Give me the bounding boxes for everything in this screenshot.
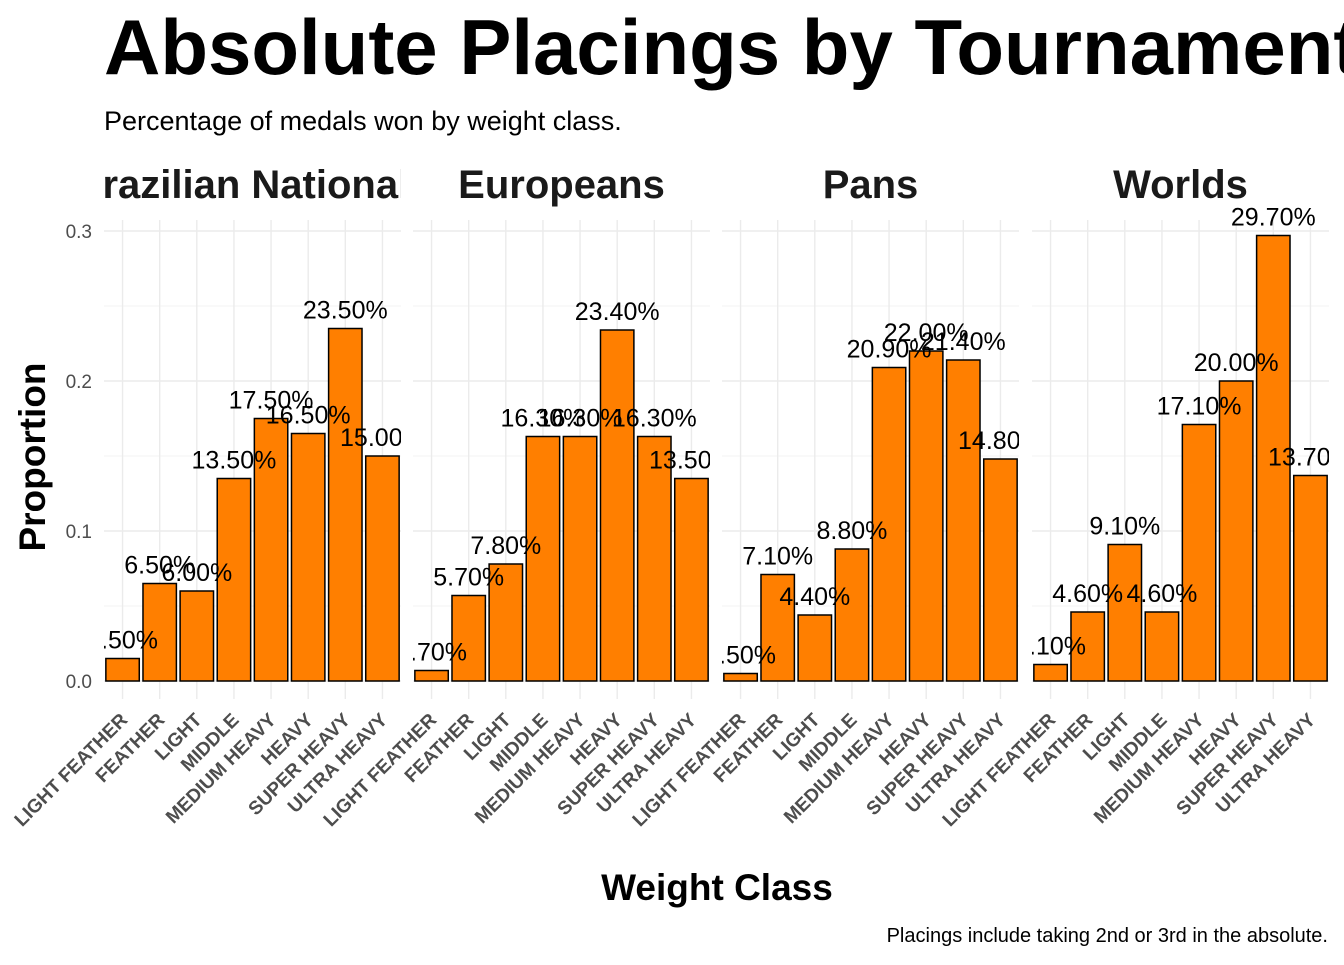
bar-value-label: 9.10% [1089, 513, 1160, 541]
bar-value-label: 23.50% [303, 297, 388, 325]
bar-labels: 0.50% 7.10% 4.40% 8.80% 20.90%22.00%21.40% 14… [705, 319, 1043, 670]
bar-labels: 0.70%5.70%7.80%16.30%16.30%23.40%16.30%1… [396, 298, 734, 667]
bar-value-label: 1.10% [1015, 633, 1086, 661]
bar-value-label: 14.80% [958, 427, 1043, 455]
bar [290, 432, 326, 682]
bar-value-label: 16.50% [266, 402, 351, 430]
bar-value-label: 13.50% [649, 447, 734, 475]
bar [797, 614, 833, 682]
bar [599, 329, 635, 682]
bar [1144, 611, 1180, 682]
bar [1292, 474, 1328, 682]
bar-value-label: 13.50% [192, 447, 277, 475]
bar-value-label: 6.50% [124, 552, 195, 580]
bars [105, 327, 400, 682]
bar-value-label: 0.50% [705, 642, 776, 670]
bar [1218, 380, 1254, 682]
bar [525, 435, 561, 682]
bar [216, 477, 252, 682]
facet-strip-label: Brazilian Nationals [74, 163, 432, 207]
bars [723, 350, 1018, 682]
bar [562, 435, 598, 682]
bar [179, 590, 215, 682]
bar-value-label: 29.70% [1231, 204, 1316, 232]
bar [414, 669, 450, 682]
bars [414, 329, 709, 682]
bar-labels: 1.10% 4.60% 9.10% 4.60% 17.10% 20.00% 29.70% 13… [1015, 204, 1344, 661]
bar-value-label: 15.00% [340, 424, 425, 452]
bar [451, 594, 487, 682]
bar-value-label: 5.70% [433, 564, 504, 592]
bar-value-label: 7.10% [742, 543, 813, 571]
bar-value-label: 6.00% [161, 559, 232, 587]
facet-strip-label: Europeans [458, 163, 665, 207]
bar-value-label: 16.30% [501, 405, 586, 433]
chart-caption: Placings include taking 2nd or 3rd in th… [887, 925, 1328, 947]
bar-value-label: 4.60% [1126, 580, 1197, 608]
bar [908, 350, 944, 682]
bar-value-label: 16.30% [612, 405, 697, 433]
bar [636, 435, 672, 682]
bar [1070, 611, 1106, 682]
bar-value-label: 23.40% [575, 298, 660, 326]
bar-value-label: 0.70% [396, 639, 467, 667]
chart-subtitle: Percentage of medals won by weight class… [104, 106, 622, 136]
bar [253, 417, 289, 682]
bar-value-label: 20.00% [1194, 349, 1279, 377]
facet-strip-label: Pans [823, 163, 919, 207]
bar [1255, 234, 1291, 682]
y-tick-label: 0.1 [66, 522, 92, 543]
bar [673, 477, 709, 682]
bar [982, 458, 1018, 682]
bar [364, 455, 400, 682]
bar [723, 672, 759, 682]
bar [871, 366, 907, 682]
bar [945, 359, 981, 682]
bar-value-label: 20.90% [847, 336, 932, 364]
bar [834, 548, 870, 682]
bar [1181, 423, 1217, 682]
bar-value-label: 22.00% [884, 319, 969, 347]
y-tick-label: 0.3 [66, 222, 92, 243]
bar-value-label: 1.50% [87, 627, 158, 655]
bars [1033, 234, 1328, 682]
facet-panel: Brazilian Nationals 1.50% 6.50%6.00% 13.50%… [11, 163, 432, 831]
facet-panels: Brazilian Nationals 1.50% 6.50%6.00% 13.50%… [11, 163, 1344, 831]
bar [105, 657, 141, 682]
bar-value-label: 4.60% [1052, 580, 1123, 608]
y-tick-label: 0.0 [66, 672, 92, 693]
bar [1107, 543, 1143, 682]
y-tick-label: 0.2 [66, 372, 92, 393]
y-axis-title: Proportion [12, 362, 53, 551]
bar [1033, 663, 1069, 682]
bar-labels: 1.50% 6.50%6.00% 13.50% 17.50%16.50% 23.50% 1… [87, 297, 425, 655]
bar-value-label: 17.10% [1157, 393, 1242, 421]
bar-value-label: 4.40% [779, 583, 850, 611]
bar-value-label: 8.80% [816, 517, 887, 545]
bar-value-label: 21.40% [921, 328, 1006, 356]
bar [760, 573, 796, 682]
bar [488, 563, 524, 682]
facet-strip-label: Worlds [1113, 163, 1248, 207]
bar [327, 327, 363, 682]
bar-value-label: 7.80% [470, 532, 541, 560]
bar-value-label: 13.70% [1268, 444, 1344, 472]
bar-value-label: 16.30% [538, 405, 623, 433]
bar [142, 582, 178, 682]
x-axis-title: Weight Class [601, 867, 833, 908]
chart-title: Absolute Placings by Tournament [104, 3, 1344, 91]
bar-value-label: 17.50% [229, 387, 314, 415]
